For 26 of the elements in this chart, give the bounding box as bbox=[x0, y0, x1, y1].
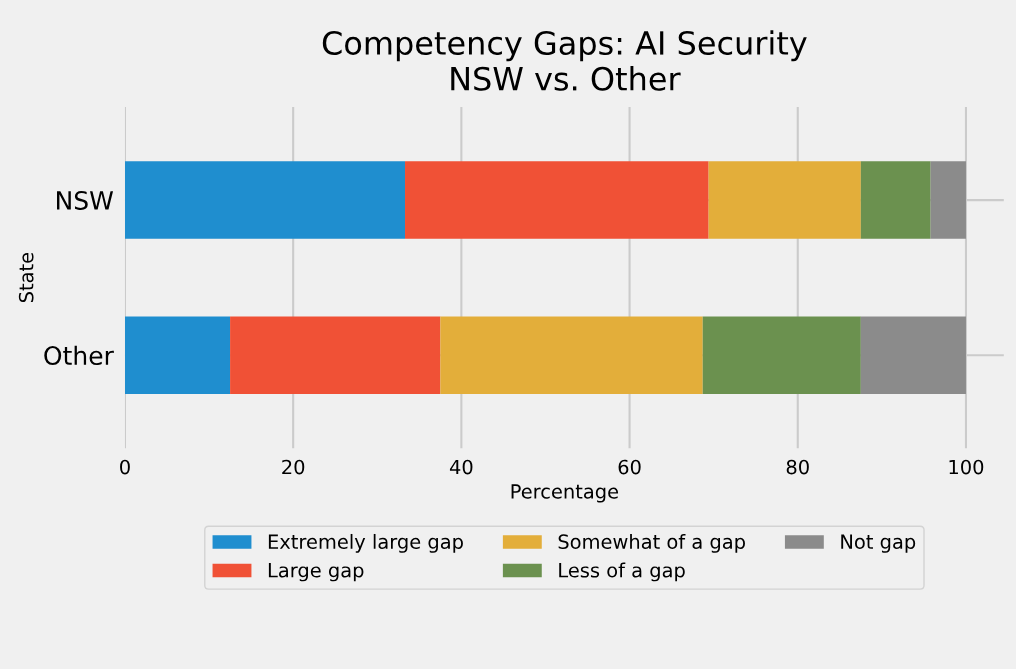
x-tick-label: 20 bbox=[282, 459, 305, 475]
bar bbox=[405, 161, 709, 239]
bar bbox=[860, 161, 931, 239]
x-tick-label: 100 bbox=[949, 459, 984, 475]
chart-title: Competency Gaps: AI Security NSW vs. Other bbox=[322, 30, 807, 91]
bar bbox=[230, 316, 441, 394]
bar bbox=[702, 316, 861, 394]
legend-label: Large gap bbox=[268, 563, 364, 582]
legend-label: Not gap bbox=[841, 534, 916, 553]
y-tick-label: Other bbox=[44, 345, 114, 366]
y-tick-label: NSW bbox=[57, 191, 114, 210]
bar bbox=[708, 161, 861, 239]
y-axis-title: State bbox=[18, 252, 34, 303]
legend-label: Extremely large gap bbox=[268, 533, 463, 553]
x-tick-label: 60 bbox=[618, 459, 641, 475]
legend-label: Somewhat of a gap bbox=[558, 533, 745, 553]
x-axis-title: Percentage bbox=[511, 484, 619, 503]
bar bbox=[124, 316, 231, 394]
bar bbox=[930, 161, 966, 239]
x-tick-label: 0 bbox=[120, 459, 130, 475]
x-tick-label: 80 bbox=[786, 459, 809, 475]
bar bbox=[860, 316, 966, 394]
x-tick-label: 40 bbox=[449, 459, 473, 475]
legend-label: Less of a gap bbox=[559, 562, 685, 582]
bar bbox=[124, 161, 406, 239]
bar bbox=[440, 316, 703, 394]
